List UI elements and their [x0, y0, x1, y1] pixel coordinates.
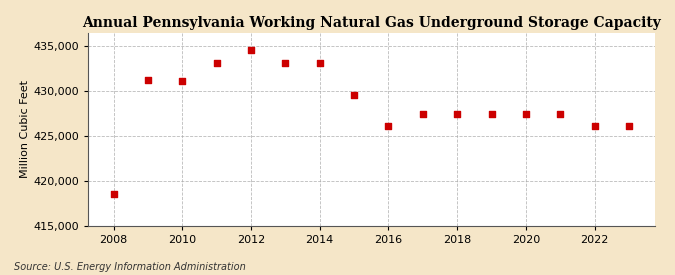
Point: [108, 192, 119, 196]
Point: [520, 112, 531, 117]
Text: Source: U.S. Energy Information Administration: Source: U.S. Energy Information Administ…: [14, 262, 245, 272]
Title: Annual Pennsylvania Working Natural Gas Underground Storage Capacity: Annual Pennsylvania Working Natural Gas …: [82, 16, 661, 31]
Point: [383, 124, 394, 128]
Y-axis label: Million Cubic Feet: Million Cubic Feet: [20, 80, 30, 178]
Point: [452, 112, 462, 117]
Point: [246, 48, 256, 52]
Point: [624, 124, 634, 128]
Point: [280, 61, 291, 66]
Point: [555, 112, 566, 117]
Point: [486, 112, 497, 117]
Point: [211, 61, 222, 66]
Point: [142, 78, 153, 83]
Point: [417, 112, 428, 117]
Point: [349, 93, 360, 97]
Point: [589, 124, 600, 128]
Point: [315, 61, 325, 66]
Point: [177, 79, 188, 84]
